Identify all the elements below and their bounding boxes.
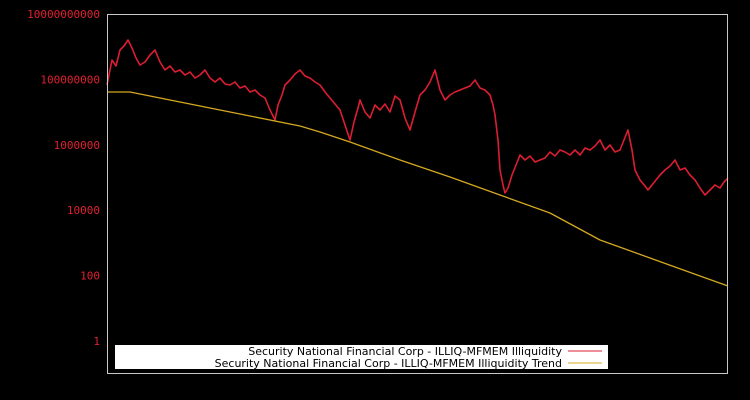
- y-tick-label: 10000000000: [27, 8, 100, 21]
- illiquidity-line: [106, 39, 729, 196]
- y-tick-label: 1000000: [54, 139, 100, 152]
- y-tick-label: 10000: [67, 204, 100, 217]
- illiquidity-trend-line: [107, 91, 729, 287]
- legend-label-illiquidity: Security National Financial Corp - ILLIQ…: [248, 345, 562, 358]
- y-tick-label: 100000000: [40, 73, 100, 86]
- plot-area-frame: [107, 14, 728, 374]
- y-axis-tick-labels: 10000000000 100000000 1000000 10000 100 1: [27, 8, 100, 348]
- legend: Security National Financial Corp - ILLIQ…: [115, 345, 608, 370]
- y-tick-label: 1: [93, 335, 100, 348]
- y-tick-label: 100: [80, 270, 100, 283]
- legend-box: [115, 345, 608, 369]
- legend-label-illiquidity-trend: Security National Financial Corp - ILLIQ…: [215, 357, 562, 370]
- series-layer: [106, 39, 729, 287]
